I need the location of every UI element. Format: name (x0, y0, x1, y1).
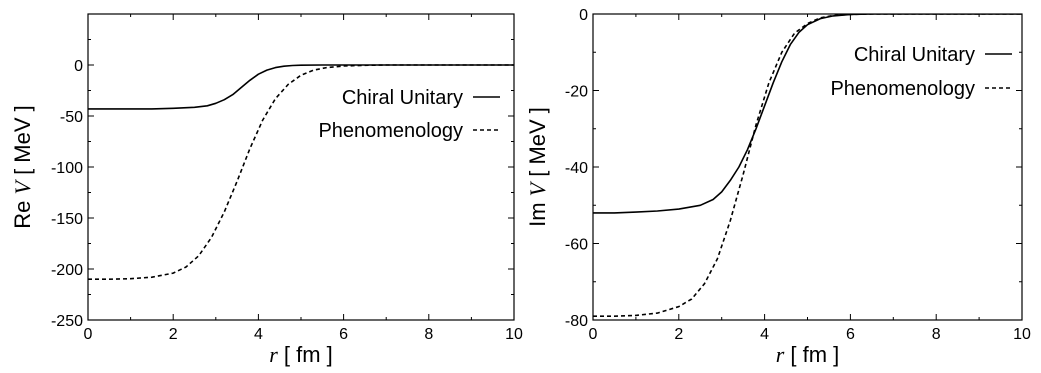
y-tick-label: -50 (60, 109, 83, 126)
x-tick-label: 10 (1013, 326, 1031, 343)
x-tick-label: 8 (932, 326, 941, 343)
legend-label: Chiral Unitary (854, 44, 975, 66)
y-tick-label: 0 (579, 7, 588, 24)
y-tick-label: -200 (51, 262, 83, 279)
x-tick-label: 2 (674, 326, 683, 343)
y-axis-var: V (10, 179, 35, 195)
x-axis-var: r (776, 342, 785, 367)
legend-label: Phenomenology (830, 78, 975, 100)
legend-label: Chiral Unitary (342, 87, 463, 109)
y-tick-label: 0 (74, 58, 83, 75)
x-tick-label: 6 (846, 326, 855, 343)
series-line-phenomenology (593, 14, 1022, 318)
y-axis-unit: [ MeV ] (10, 105, 35, 181)
x-tick-label: 4 (254, 326, 263, 343)
right-chart-im-v: 0 2 4 6 8 10 -80 -60 -40 -20 0 r [ fm ] Im V [ MeV ]… (525, 7, 1031, 367)
y-tick-label: -40 (565, 160, 588, 177)
y-axis-label: Re V [ MeV ] (10, 105, 35, 229)
legend-label: Phenomenology (318, 120, 463, 142)
series-line-chiral-unitary (593, 14, 1022, 214)
y-tick-label: -150 (51, 211, 83, 228)
x-tick-label: 0 (589, 326, 598, 343)
plot-frame (87, 13, 515, 321)
x-tick-label: 8 (424, 326, 433, 343)
y-tick-label: -250 (51, 313, 83, 330)
y-axis-label: Im V [ MeV ] (525, 107, 550, 227)
x-tick-label: 2 (169, 326, 178, 343)
y-axis-unit: [ MeV ] (525, 107, 550, 183)
y-axis-prefix: Re (10, 195, 35, 229)
x-axis-var: r (269, 342, 278, 367)
y-axis-var: V (525, 180, 550, 196)
y-axis-prefix: Im (525, 196, 550, 227)
y-tick-label: -20 (565, 84, 588, 101)
y-tick-label: -80 (565, 313, 588, 330)
x-axis-label: r [ fm ] (776, 342, 840, 367)
x-axis-label: r [ fm ] (269, 342, 333, 367)
y-tick-label: -100 (51, 160, 83, 177)
y-tick-label: -60 (565, 237, 588, 254)
x-axis-unit: [ fm ] (784, 342, 839, 367)
left-chart-re-v: 0 2 4 6 8 10 -250 -200 -150 -100 -50 0 r [ fm ] Re V … (10, 13, 523, 367)
x-tick-label: 10 (505, 326, 523, 343)
x-tick-label: 6 (339, 326, 348, 343)
x-axis-unit: [ fm ] (278, 342, 333, 367)
x-tick-label: 4 (760, 326, 769, 343)
series-line-phenomenology (88, 64, 514, 281)
x-tick-label: 0 (84, 326, 93, 343)
